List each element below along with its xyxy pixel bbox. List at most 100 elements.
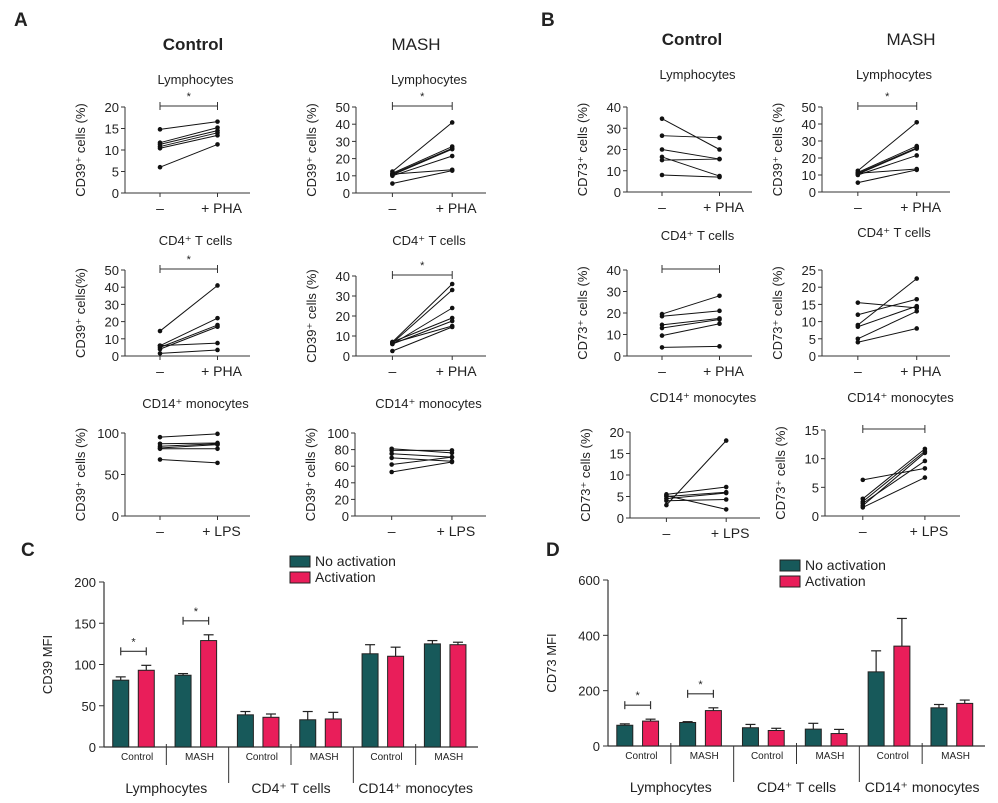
- chart-B-control-cd4: CD4⁺ T cells 0 10 20 30 40 CD73⁺ cells (%) – + P…: [575, 228, 752, 379]
- x-tick-label: –: [156, 523, 164, 539]
- data-point: [449, 146, 455, 152]
- y-tick-label: 40: [802, 117, 816, 132]
- y-tick-label: 0: [614, 185, 621, 200]
- pair-line: [857, 154, 917, 176]
- pair-line: [392, 148, 453, 176]
- chart-title: CD4⁺ T cells: [857, 225, 931, 240]
- data-point: [449, 153, 455, 159]
- y-axis-label: CD39⁺ cells(%): [73, 268, 88, 358]
- chart-title: CD14⁺ monocytes: [142, 396, 249, 411]
- pair-line: [857, 327, 917, 343]
- data-point: [922, 466, 928, 471]
- group-label: CD14⁺ monocytes: [358, 780, 473, 796]
- data-point: [389, 451, 394, 457]
- y-tick-label: 0: [112, 186, 119, 201]
- x-tick-label: –: [156, 363, 164, 379]
- y-tick-label: 50: [82, 699, 96, 714]
- y-tick-label: 50: [336, 100, 350, 115]
- data-point: [664, 502, 669, 508]
- y-tick-label: 0: [343, 349, 350, 364]
- y-tick-label: 40: [607, 263, 621, 278]
- y-tick-label: 10: [802, 168, 816, 183]
- bar-no-activation: [174, 674, 192, 748]
- bar-activation: [449, 644, 467, 748]
- pair-line: [392, 146, 453, 174]
- pair-line: [666, 495, 727, 510]
- chart-title: Lymphocytes: [659, 67, 736, 82]
- y-tick-label: 20: [607, 143, 621, 158]
- chart-title: CD4⁺ T cells: [661, 228, 735, 243]
- y-tick-label: 5: [617, 490, 624, 505]
- data-point: [855, 300, 861, 305]
- data-point: [157, 457, 163, 462]
- pair-line: [392, 326, 453, 352]
- y-tick-label: 60: [335, 459, 349, 474]
- group-label: CD4⁺ T cells: [757, 779, 836, 795]
- x-tick-label: –: [156, 200, 164, 216]
- data-point: [215, 446, 220, 452]
- y-tick-label: 100: [327, 426, 349, 441]
- pair-line: [159, 132, 218, 148]
- data-point: [215, 133, 220, 138]
- pair-line: [857, 121, 918, 172]
- pair-line: [159, 342, 218, 347]
- significance-star: *: [187, 91, 192, 103]
- x-tick-label: + PHA: [703, 199, 745, 215]
- legend-swatch: [289, 555, 311, 568]
- chart-A-control-lymph: Lymphocytes 0 5 10 15 20 CD39⁺ cells (%) – + PHA…: [73, 72, 250, 216]
- data-point: [449, 305, 455, 311]
- data-point: [860, 505, 866, 510]
- data-point: [914, 308, 920, 314]
- y-axis-label: CD39⁺ cells (%): [304, 103, 319, 197]
- chart-A-mash-cd4: CD4⁺ T cells 0 10 20 30 40 CD39⁺ cells (%) – + P…: [304, 233, 486, 379]
- pair-line: [159, 130, 218, 145]
- y-axis-label: CD39⁺ cells (%): [304, 269, 319, 363]
- data-point: [723, 497, 729, 502]
- x-tick-label: + LPS: [437, 523, 476, 539]
- group-label: CD4⁺ T cells: [251, 780, 330, 796]
- data-point: [659, 154, 665, 160]
- data-point: [860, 477, 866, 483]
- data-point: [157, 351, 163, 356]
- pair-line: [159, 444, 218, 449]
- data-point: [157, 343, 163, 348]
- y-tick-label: 15: [610, 447, 624, 462]
- y-tick-label: 40: [336, 269, 350, 284]
- pair-line: [391, 456, 453, 466]
- data-point: [922, 458, 928, 464]
- bar-chart-C: 0 50 100 150 200 CD39 MFI No activationActivat…: [40, 553, 478, 796]
- data-point: [659, 325, 665, 331]
- data-point: [723, 484, 729, 490]
- pair-line: [661, 174, 720, 178]
- chart-A-mash-lymph: Lymphocytes 0 10 20 30 40 50 CD39⁺ cells (%) – + …: [304, 72, 486, 216]
- data-point: [664, 498, 669, 504]
- chart-title: Lymphocytes: [157, 72, 234, 87]
- pair-line: [392, 122, 453, 172]
- subgroup-label: Control: [370, 752, 402, 763]
- y-tick-label: 600: [578, 573, 600, 588]
- bar-no-activation: [930, 707, 948, 747]
- data-point: [449, 168, 455, 173]
- chart-A-control-cd14: CD14⁺ monocytes 0 50 100 CD39⁺ cells (%) – + L…: [73, 396, 250, 539]
- data-point: [215, 340, 220, 346]
- significance-star: *: [636, 690, 641, 702]
- data-point: [659, 333, 665, 338]
- y-tick-label: 20: [336, 152, 350, 167]
- y-tick-label: 15: [105, 122, 119, 137]
- y-tick-label: 40: [336, 117, 350, 132]
- pair-line: [392, 283, 453, 343]
- legend-label: Activation: [805, 573, 866, 589]
- pair-line: [392, 317, 453, 343]
- y-tick-label: 5: [112, 165, 119, 180]
- x-tick-label: –: [658, 199, 666, 215]
- y-tick-label: 10: [607, 164, 621, 179]
- y-tick-label: 40: [105, 280, 119, 295]
- bar-no-activation: [361, 653, 379, 748]
- x-tick-label: + PHA: [900, 363, 942, 379]
- y-tick-label: 50: [105, 468, 119, 483]
- bar-activation: [956, 702, 974, 747]
- data-point: [914, 167, 920, 173]
- x-tick-label: –: [854, 363, 862, 379]
- y-tick-label: 200: [578, 684, 600, 699]
